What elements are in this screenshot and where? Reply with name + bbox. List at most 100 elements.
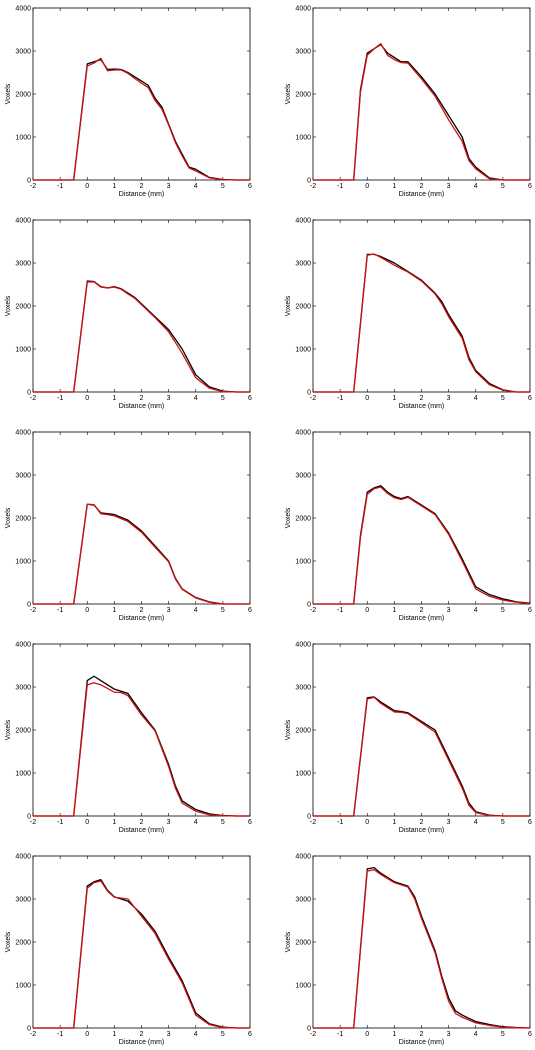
y-axis-label: Voxels (285, 719, 292, 740)
x-tick-label: 2 (140, 395, 144, 402)
y-tick-label: 1000 (15, 135, 31, 142)
x-tick-label: 2 (140, 607, 144, 614)
x-tick-label: 6 (248, 819, 252, 826)
x-tick-label: -2 (310, 183, 316, 190)
x-tick-label: -1 (337, 819, 343, 826)
y-tick-label: 0 (27, 602, 31, 609)
x-tick-label: 2 (420, 607, 424, 614)
x-tick-label: 3 (447, 1031, 451, 1038)
y-tick-label: 3000 (15, 49, 31, 56)
plot-frame (312, 7, 531, 181)
chart-panel-10: -2 -1 0 1 2 3 4 5 6 0 1000 2000 3000 4000 Distance (mm… (285, 854, 532, 1047)
x-axis-label: Distance (mm) (119, 403, 165, 410)
x-tick-label: -1 (337, 395, 343, 402)
y-tick-label: 0 (27, 178, 31, 185)
x-tick-label: 4 (474, 1031, 478, 1038)
x-tick-label: 0 (365, 395, 369, 402)
x-tick-label: -1 (57, 607, 63, 614)
x-tick-label: 6 (528, 819, 532, 826)
y-tick-label: 4000 (295, 430, 311, 437)
y-tick-label: 4000 (295, 642, 311, 649)
x-tick-label: 5 (501, 819, 505, 826)
series-line-2 (313, 43, 530, 181)
y-tick-label: 0 (27, 1026, 31, 1033)
x-tick-label: 1 (392, 183, 396, 190)
x-tick-label: 1 (112, 183, 116, 190)
x-tick-label: 3 (167, 819, 171, 826)
plot-frame (32, 855, 251, 1029)
x-tick-label: 2 (420, 183, 424, 190)
x-tick-label: 1 (112, 819, 116, 826)
y-tick-label: 3000 (15, 473, 31, 480)
x-tick-label: -2 (30, 183, 36, 190)
x-tick-label: 4 (194, 395, 198, 402)
x-tick-label: -2 (30, 1031, 36, 1038)
x-tick-label: 5 (221, 819, 225, 826)
x-tick-label: 3 (447, 395, 451, 402)
plot-frame (312, 219, 531, 393)
x-tick-label: 0 (85, 1031, 89, 1038)
chart-panel-2: -2 -1 0 1 2 3 4 5 6 0 1000 2000 3000 4000 Distance (mm… (285, 6, 532, 199)
x-tick-label: 3 (167, 1031, 171, 1038)
chart-panel-9: -2 -1 0 1 2 3 4 5 6 0 1000 2000 3000 4000 Distance (mm… (5, 854, 252, 1047)
x-tick-label: 0 (85, 395, 89, 402)
y-tick-label: 0 (307, 178, 311, 185)
y-tick-label: 1000 (295, 135, 311, 142)
x-tick-label: 4 (474, 395, 478, 402)
x-tick-label: -2 (310, 395, 316, 402)
x-axis-label: Distance (mm) (119, 1039, 165, 1046)
series-line-2 (33, 57, 250, 181)
x-tick-label: -2 (30, 819, 36, 826)
y-tick-label: 0 (307, 602, 311, 609)
plot-frame (32, 643, 251, 817)
chart-panel-5: -2 -1 0 1 2 3 4 5 6 0 1000 2000 3000 4000 Distance (mm… (5, 430, 252, 623)
y-tick-label: 4000 (295, 854, 311, 861)
x-tick-label: 5 (501, 395, 505, 402)
x-tick-label: 4 (474, 607, 478, 614)
y-tick-label: 1000 (295, 771, 311, 778)
chart-panel-3: -2 -1 0 1 2 3 4 5 6 0 1000 2000 3000 4000 Distance (mm… (5, 218, 252, 411)
x-tick-label: -1 (337, 1031, 343, 1038)
y-tick-label: 1000 (295, 559, 311, 566)
plot-frame (32, 219, 251, 393)
series-line-1 (33, 58, 250, 181)
series-line-2 (313, 486, 531, 605)
x-tick-label: 6 (528, 183, 532, 190)
y-axis-label: Voxels (285, 931, 292, 952)
x-tick-label: -1 (57, 395, 63, 402)
plot-frame (32, 431, 251, 605)
x-tick-label: 0 (365, 607, 369, 614)
x-tick-label: -2 (310, 607, 316, 614)
plot-frame (312, 431, 531, 605)
x-tick-label: 0 (365, 819, 369, 826)
x-axis-label: Distance (mm) (119, 615, 165, 622)
y-tick-label: 1000 (15, 983, 31, 990)
x-tick-label: 2 (140, 819, 144, 826)
chart-panel-7: -2 -1 0 1 2 3 4 5 6 0 1000 2000 3000 4000 Distance (mm… (5, 642, 252, 835)
y-tick-label: 2000 (295, 92, 311, 99)
chart-panel-4: -2 -1 0 1 2 3 4 5 6 0 1000 2000 3000 4000 Distance (mm… (285, 218, 532, 411)
y-tick-label: 2000 (295, 516, 311, 523)
x-tick-label: 2 (420, 395, 424, 402)
chart-panel-6: -2 -1 0 1 2 3 4 5 6 0 1000 2000 3000 4000 Distance (mm… (285, 430, 532, 623)
x-tick-label: -2 (30, 395, 36, 402)
y-tick-label: 3000 (15, 897, 31, 904)
x-axis-label: Distance (mm) (399, 403, 445, 410)
x-tick-label: -1 (337, 607, 343, 614)
y-tick-label: 4000 (295, 6, 311, 13)
x-tick-label: 3 (447, 819, 451, 826)
y-tick-label: 3000 (15, 685, 31, 692)
y-tick-label: 3000 (295, 897, 311, 904)
x-tick-label: 6 (528, 1031, 532, 1038)
plot-frame (312, 855, 531, 1029)
x-tick-label: 4 (474, 183, 478, 190)
y-tick-label: 2000 (295, 304, 311, 311)
y-tick-label: 3000 (295, 261, 311, 268)
x-tick-label: 5 (501, 1031, 505, 1038)
y-tick-label: 4000 (15, 854, 31, 861)
y-tick-label: 1000 (295, 347, 311, 354)
x-tick-label: 0 (85, 607, 89, 614)
y-tick-label: 4000 (15, 6, 31, 13)
x-tick-label: 2 (420, 1031, 424, 1038)
